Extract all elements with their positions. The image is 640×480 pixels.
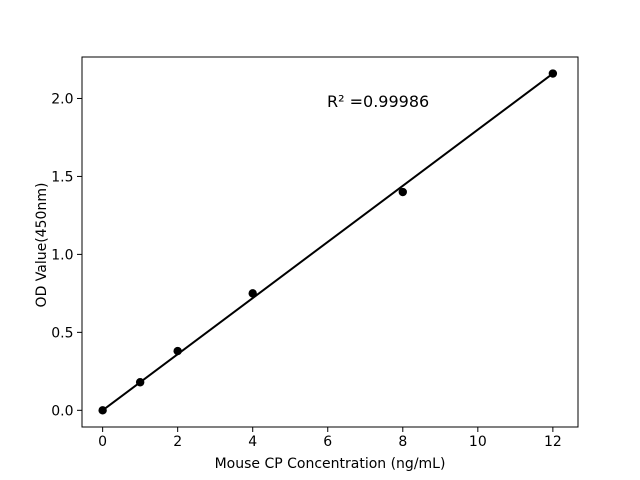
y-tick-label: 2.0 — [51, 91, 73, 107]
x-tick-label: 8 — [398, 434, 407, 450]
fit-line — [101, 72, 554, 412]
x-tick-label: 10 — [469, 434, 487, 450]
y-axis-label: OD Value(450nm) — [34, 182, 50, 308]
data-point — [398, 187, 407, 197]
x-tick-label: 12 — [544, 434, 562, 450]
y-tick-label: 0.5 — [51, 325, 73, 341]
y-tick-label: 1.5 — [51, 169, 73, 185]
data-point — [248, 289, 257, 298]
x-tick-label: 2 — [173, 434, 182, 450]
x-tick-label: 0 — [98, 434, 107, 450]
data-point — [135, 378, 145, 387]
y-tick-label: 0.0 — [51, 403, 73, 419]
axes-frame — [81, 56, 579, 428]
data-point — [98, 406, 107, 415]
data-point — [173, 346, 182, 356]
y-tick-label: 1.0 — [51, 247, 73, 263]
x-tick-label: 6 — [323, 434, 332, 450]
x-tick-label: 4 — [248, 434, 257, 450]
x-axis-label: Mouse CP Concentration (ng/mL) — [214, 456, 446, 472]
r-squared-annotation: R² =0.99986 — [327, 92, 430, 111]
data-point — [548, 69, 558, 78]
